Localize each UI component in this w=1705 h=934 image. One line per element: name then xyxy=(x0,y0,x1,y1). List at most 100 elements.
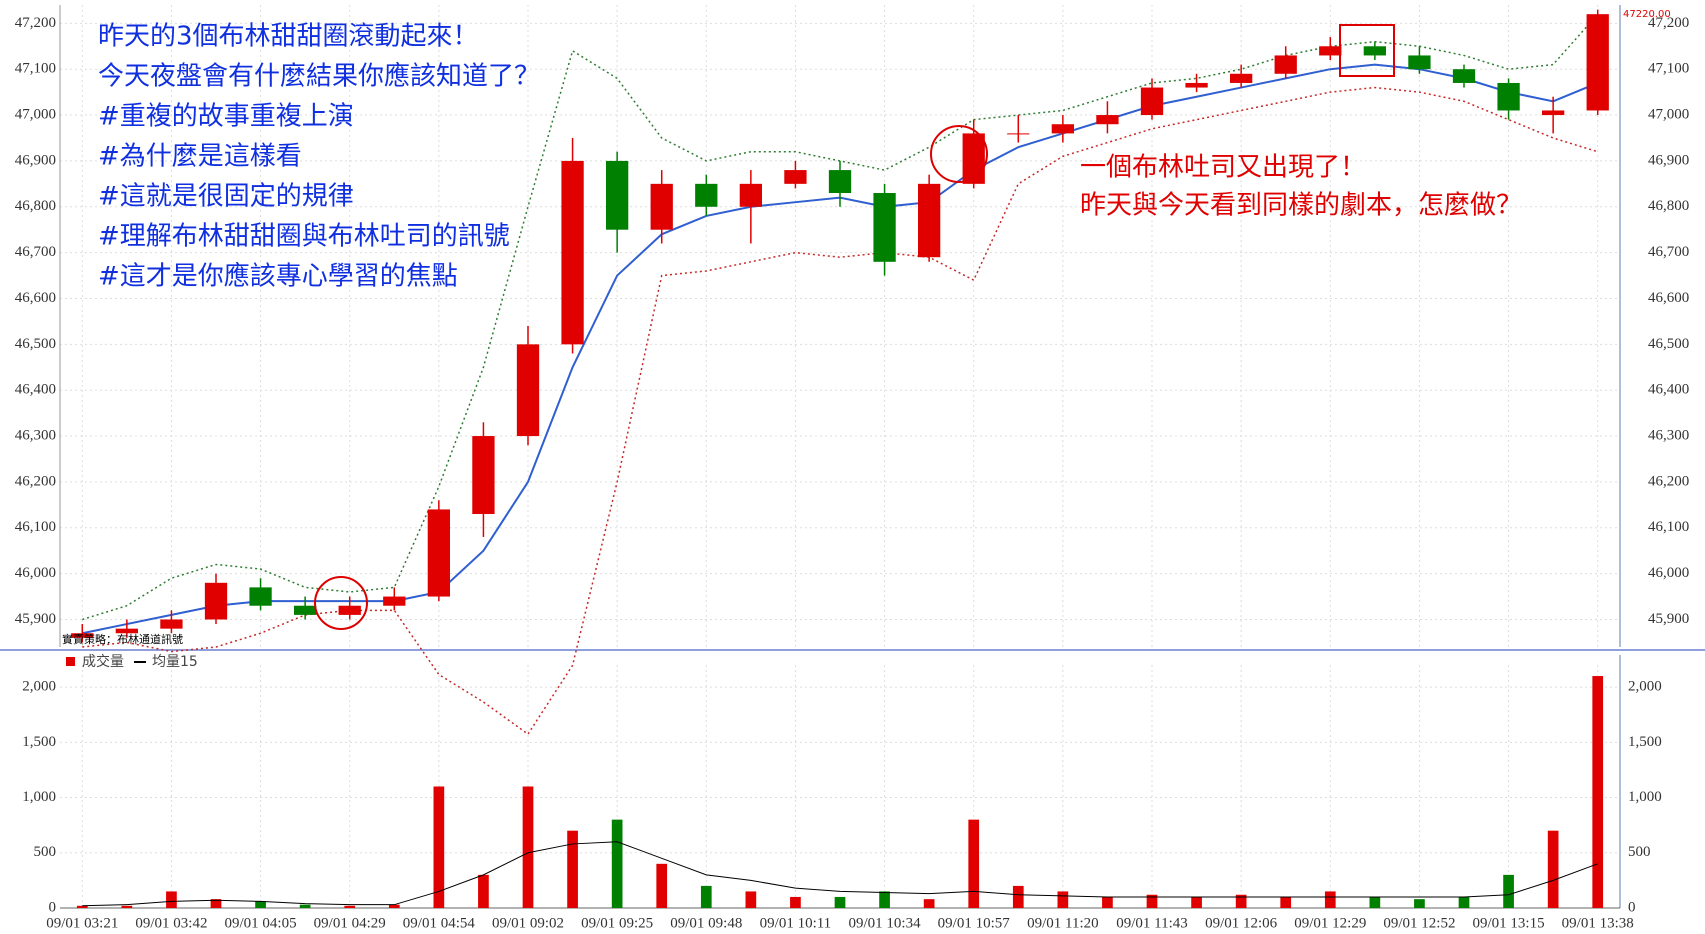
y2-tick-label: 1,000 xyxy=(1628,789,1662,805)
volume-bar xyxy=(1012,885,1024,908)
volume-bar xyxy=(1191,896,1202,908)
volume-bar xyxy=(923,899,935,908)
y-tick-label: 47,100 xyxy=(15,61,56,77)
legend-label: 成交量 xyxy=(82,653,124,670)
x-tick-label: 09/01 09:48 xyxy=(670,915,742,931)
y2-tick-label: 45,900 xyxy=(1648,611,1689,627)
candle-body xyxy=(828,170,852,194)
volume-bar xyxy=(611,819,623,908)
x-tick-label: 09/01 10:57 xyxy=(938,915,1011,931)
y2-tick-label: 46,900 xyxy=(1648,152,1689,168)
volume-bar xyxy=(968,819,980,908)
y2-tick-label: 46,200 xyxy=(1648,473,1689,489)
x-tick-label: 09/01 12:06 xyxy=(1205,915,1278,931)
candle-body xyxy=(249,587,272,606)
candle-body xyxy=(1363,46,1386,56)
annotation-blue: #重複的故事重複上演 xyxy=(98,102,354,132)
legend-label: 均量15 xyxy=(152,654,198,670)
annotation-blue: #理解布林甜甜圈與布林吐司的訊號 xyxy=(98,222,510,252)
volume-bar xyxy=(433,786,445,908)
volume-bar xyxy=(76,905,88,908)
x-tick-label: 09/01 11:20 xyxy=(1027,915,1099,931)
highlight-circle xyxy=(314,576,368,630)
candle-body xyxy=(1007,133,1030,135)
x-tick-label: 09/01 04:05 xyxy=(225,915,297,931)
y-tick-label: 46,100 xyxy=(15,519,56,535)
candle-body xyxy=(1274,55,1297,74)
y-tick-label: 47,200 xyxy=(15,15,56,31)
y-tick-label: 47,000 xyxy=(15,106,56,122)
y2-tick-label: 46,000 xyxy=(1648,565,1689,581)
volume-bar xyxy=(388,904,400,908)
candle-body xyxy=(294,605,317,615)
candle-body xyxy=(1051,124,1074,134)
volume-bar xyxy=(1057,891,1069,908)
annotation-blue: 今天夜盤會有什麼結果你應該知道了？ xyxy=(98,62,540,92)
candle-body xyxy=(962,133,985,184)
volume-bar xyxy=(1324,891,1336,908)
legend-swatch xyxy=(66,657,75,666)
candle-body xyxy=(1497,82,1520,111)
volume-bar xyxy=(478,874,489,908)
candle-body xyxy=(160,619,183,629)
y-tick-label: 46,000 xyxy=(15,565,56,581)
candle-body xyxy=(472,436,495,515)
highlight-circle xyxy=(930,125,988,183)
volume-bar xyxy=(1146,894,1158,908)
volume-bar xyxy=(121,905,133,908)
volume-bar xyxy=(1280,896,1292,908)
y2-tick-label: 46,100 xyxy=(1648,519,1689,535)
volume-bar xyxy=(522,786,534,908)
y-tick-label: 46,400 xyxy=(15,382,56,398)
y2-tick-label: 46,800 xyxy=(1648,198,1689,214)
y-tick-label: 1,500 xyxy=(22,734,56,750)
lower-line xyxy=(82,86,1598,736)
volume-bar xyxy=(210,899,222,908)
y-tick-label: 46,600 xyxy=(15,290,56,306)
candle-body xyxy=(1319,46,1342,56)
volume-bar xyxy=(656,863,668,908)
strategy-label: 實賣策略：布林通道訊號 xyxy=(62,632,183,646)
volume-bar xyxy=(166,891,177,908)
annotation-red: 昨天與今天看到同樣的劇本，怎麼做？ xyxy=(1080,191,1522,221)
x-tick-label: 09/01 04:54 xyxy=(403,915,476,931)
annotation-blue: 昨天的3個布林甜甜圈滾動起來！ xyxy=(98,22,479,52)
x-tick-label: 09/01 09:25 xyxy=(581,915,653,931)
x-tick-label: 09/01 12:52 xyxy=(1383,915,1455,931)
candle-body xyxy=(1096,115,1119,125)
y2-tick-label: 46,500 xyxy=(1648,336,1689,352)
y2-tick-label: 0 xyxy=(1628,899,1636,915)
volume-ma-line xyxy=(82,841,1598,907)
highlight-box xyxy=(1339,24,1395,77)
candle-body xyxy=(1452,69,1476,83)
candle-body xyxy=(873,193,896,262)
y2-tick-label: 46,300 xyxy=(1648,427,1689,443)
y-tick-label: 1,000 xyxy=(22,789,56,805)
candle-body xyxy=(71,633,94,638)
candle-body xyxy=(1230,73,1253,83)
candle-body xyxy=(1140,87,1164,116)
y-tick-label: 46,300 xyxy=(15,427,56,443)
candle-body xyxy=(204,582,228,620)
volume-bar xyxy=(255,901,266,908)
y2-tick-label: 47,000 xyxy=(1648,106,1689,122)
candle-body xyxy=(1408,55,1431,70)
y-tick-label: 46,500 xyxy=(15,336,56,352)
y-tick-label: 500 xyxy=(34,844,57,860)
x-tick-label: 09/01 13:38 xyxy=(1562,915,1634,931)
annotation-blue: #為什麼是這樣看 xyxy=(98,142,302,172)
candle-body xyxy=(606,160,629,230)
x-tick-label: 09/01 10:11 xyxy=(760,915,832,931)
y-tick-label: 2,000 xyxy=(22,679,56,695)
y2-tick-label: 1,500 xyxy=(1628,734,1662,750)
y-tick-label: 46,800 xyxy=(15,198,56,214)
volume-bar xyxy=(1102,896,1113,908)
candle-body xyxy=(695,183,718,207)
candle-body xyxy=(784,170,807,184)
annotation-blue: #這就是很固定的規律 xyxy=(98,182,354,212)
x-tick-label: 09/01 03:42 xyxy=(135,915,207,931)
candle-body xyxy=(427,509,450,597)
candle-body xyxy=(918,183,941,258)
x-tick-label: 09/01 13:15 xyxy=(1473,915,1545,931)
volume-bar xyxy=(700,885,712,908)
